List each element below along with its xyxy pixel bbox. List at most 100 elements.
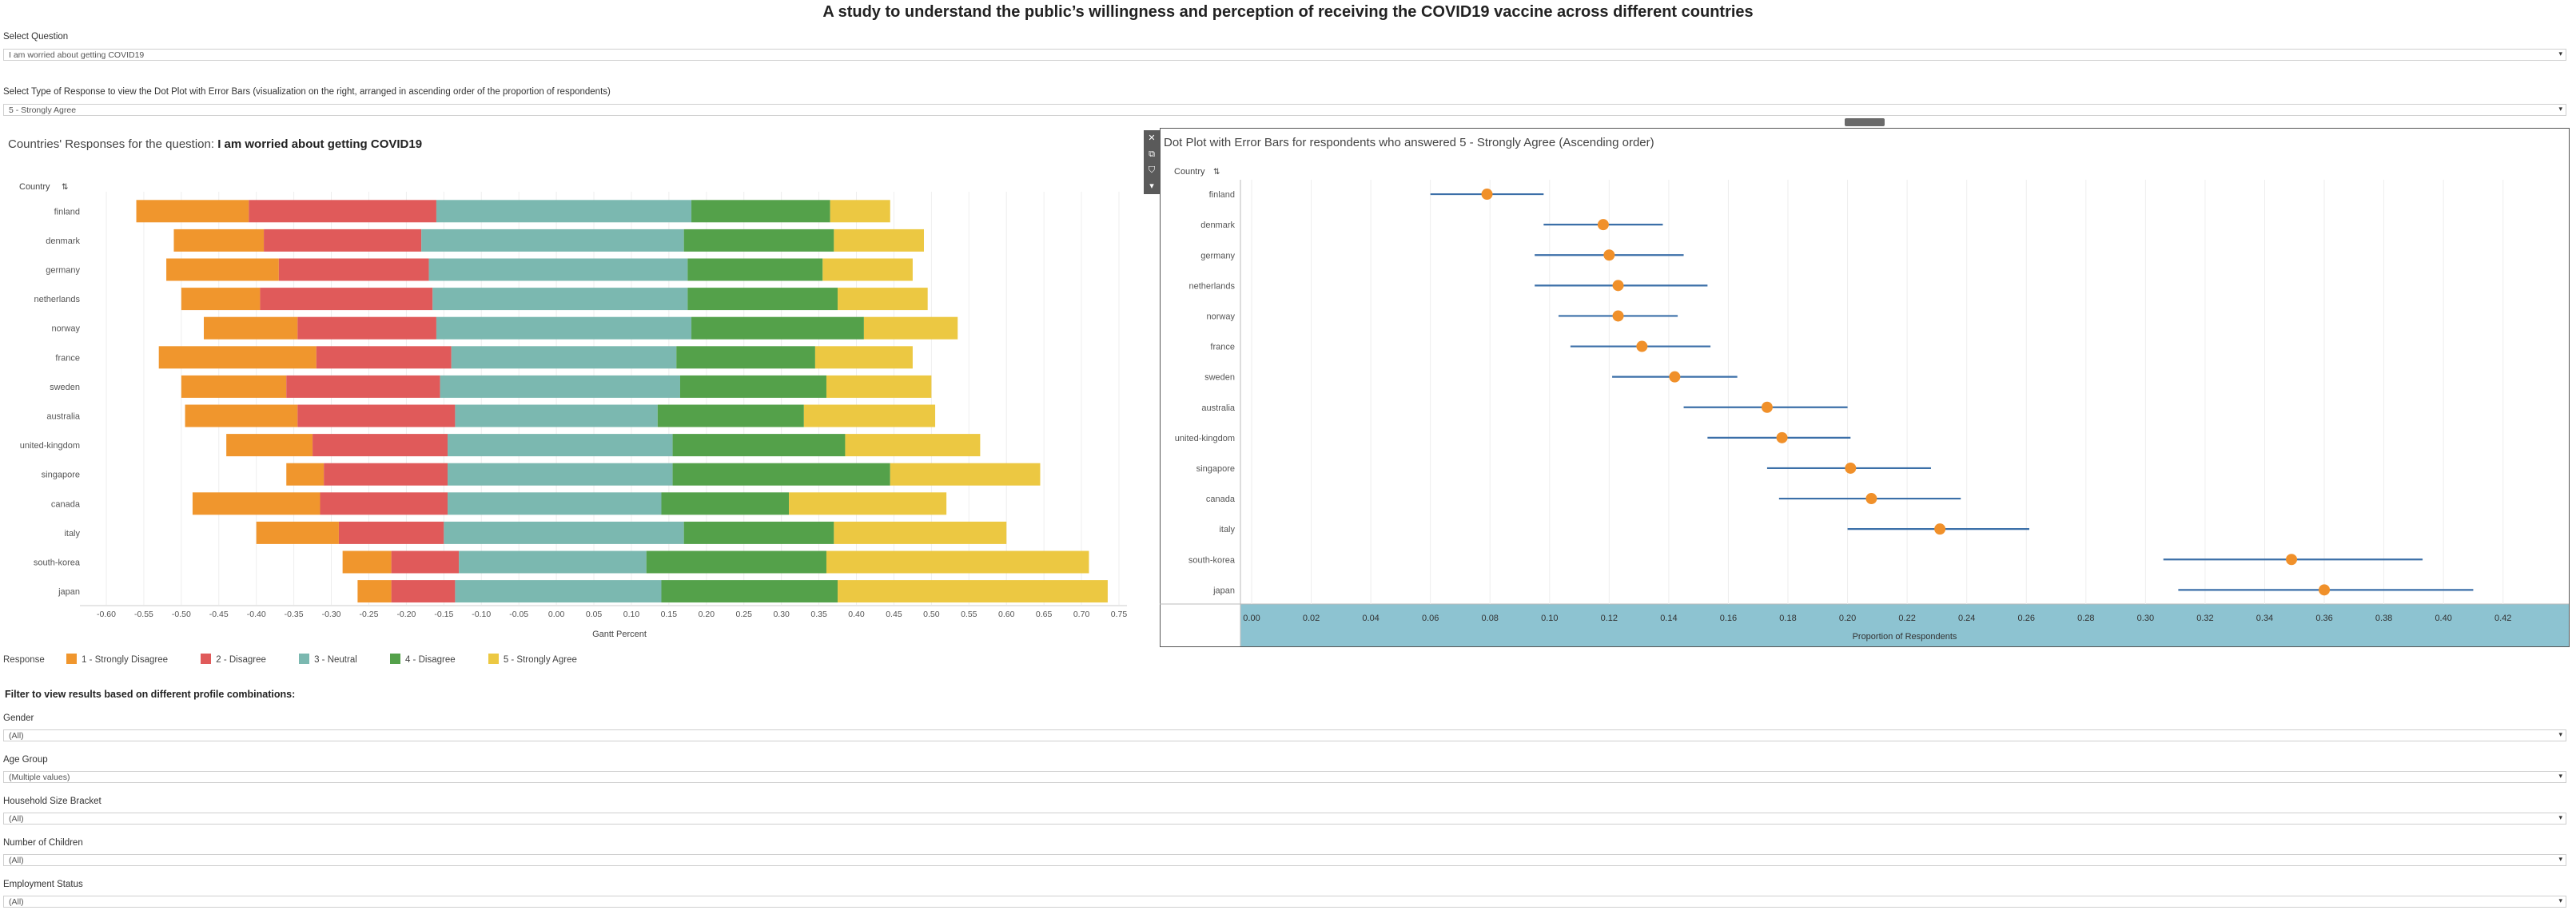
bar-segment[interactable] [440,375,680,398]
bar-segment[interactable] [459,550,647,574]
bar-segment[interactable] [448,492,662,515]
bar-segment[interactable] [448,463,673,486]
close-icon[interactable]: ✕ [1148,133,1156,143]
bar-segment[interactable] [286,463,324,486]
bar-segment[interactable] [448,434,673,457]
bar-segment[interactable] [338,521,444,544]
bar-segment[interactable] [687,288,838,311]
bar-segment[interactable] [826,375,932,398]
bar-segment[interactable] [679,375,826,398]
bar-segment[interactable] [204,316,298,340]
legend-item-strongly-agree[interactable]: 5 - Strongly Agree [488,654,577,665]
bar-segment[interactable] [278,258,429,281]
bar-segment[interactable] [297,316,436,340]
bar-segment[interactable] [313,434,448,457]
panel-drag-handle[interactable] [1845,118,1885,126]
age-group-select[interactable]: (Multiple values) ▾ [3,771,2566,783]
data-point[interactable] [1612,280,1624,292]
bar-segment[interactable] [455,580,662,603]
data-point[interactable] [1597,219,1609,231]
bar-segment[interactable] [814,346,913,369]
bar-segment[interactable] [455,404,658,427]
bar-segment[interactable] [661,492,790,515]
bar-segment[interactable] [192,492,321,515]
bar-segment[interactable] [672,434,846,457]
bar-segment[interactable] [890,463,1041,486]
data-point[interactable] [1865,493,1877,505]
bar-segment[interactable] [834,229,924,252]
bar-segment[interactable] [657,404,804,427]
bar-segment[interactable] [838,288,928,311]
bar-segment[interactable] [691,200,830,223]
bar-segment[interactable] [297,404,456,427]
bar-segment[interactable] [822,258,913,281]
bar-segment[interactable] [676,346,815,369]
legend-item-strongly-disagree[interactable]: 1 - Strongly Disagree [66,654,168,665]
data-point[interactable] [1612,310,1624,322]
data-point[interactable] [1761,401,1773,413]
filter-icon[interactable]: ⛉ [1148,165,1156,175]
legend-item-disagree[interactable]: 2 - Disagree [201,654,266,665]
bar-segment[interactable] [803,404,936,427]
sort-icon[interactable]: ⇅ [1213,168,1220,177]
bar-segment[interactable] [826,550,1089,574]
sort-icon[interactable]: ⇅ [62,183,68,192]
data-point[interactable] [2319,584,2331,596]
gender-select[interactable]: (All) ▾ [3,729,2566,741]
bar-segment[interactable] [432,288,688,311]
legend-item-disagree-4[interactable]: 4 - Disagree [389,654,456,665]
bar-segment[interactable] [683,521,834,544]
bar-segment[interactable] [260,288,433,311]
data-point[interactable] [1603,249,1615,261]
data-point[interactable] [2286,554,2298,566]
question-select[interactable]: I am worried about getting COVID19 ▾ [3,49,2566,61]
bar-segment[interactable] [256,521,339,544]
household-size-select[interactable]: (All) ▾ [3,813,2566,825]
bar-segment[interactable] [428,258,688,281]
bar-segment[interactable] [324,463,448,486]
bar-segment[interactable] [136,200,249,223]
bar-segment[interactable] [834,521,1007,544]
bar-segment[interactable] [683,229,834,252]
data-point[interactable] [1636,340,1648,352]
bar-segment[interactable] [286,375,440,398]
bar-segment[interactable] [391,550,460,574]
bar-segment[interactable] [264,229,422,252]
bar-segment[interactable] [421,229,684,252]
bar-segment[interactable] [249,200,436,223]
response-type-select[interactable]: 5 - Strongly Agree ▾ [3,104,2566,116]
data-point[interactable] [1845,462,1857,474]
bar-segment[interactable] [181,288,261,311]
bar-segment[interactable] [687,258,823,281]
data-point[interactable] [1934,523,1946,535]
bar-segment[interactable] [166,258,279,281]
bar-segment[interactable] [436,316,692,340]
more-options-icon[interactable]: ▾ [1149,181,1154,191]
bar-segment[interactable] [181,375,287,398]
bar-segment[interactable] [845,434,981,457]
bar-segment[interactable] [672,463,890,486]
bar-segment[interactable] [863,316,958,340]
bar-segment[interactable] [646,550,826,574]
bar-segment[interactable] [342,550,392,574]
bar-segment[interactable] [391,580,456,603]
legend-item-neutral[interactable]: 3 - Neutral [299,654,357,665]
bar-segment[interactable] [661,580,838,603]
children-select[interactable]: (All) ▾ [3,854,2566,866]
bar-segment[interactable] [158,346,317,369]
bar-segment[interactable] [691,316,864,340]
bar-segment[interactable] [173,229,265,252]
data-point[interactable] [1776,431,1788,443]
open-icon[interactable]: ⧉ [1149,149,1155,159]
employment-select[interactable]: (All) ▾ [3,896,2566,908]
bar-segment[interactable] [451,346,677,369]
bar-segment[interactable] [226,434,313,457]
bar-segment[interactable] [838,580,1108,603]
bar-segment[interactable] [436,200,692,223]
bar-segment[interactable] [830,200,890,223]
bar-segment[interactable] [316,346,452,369]
bar-segment[interactable] [185,404,298,427]
bar-segment[interactable] [789,492,947,515]
data-point[interactable] [1481,189,1493,201]
bar-segment[interactable] [357,580,392,603]
